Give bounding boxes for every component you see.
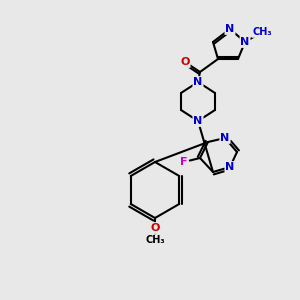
Text: N: N xyxy=(220,133,230,143)
Text: F: F xyxy=(180,157,188,167)
Text: N: N xyxy=(225,162,235,172)
Text: O: O xyxy=(150,223,160,233)
Text: CH₃: CH₃ xyxy=(145,235,165,245)
Text: N: N xyxy=(240,37,250,47)
Text: CH₃: CH₃ xyxy=(252,27,272,37)
Text: N: N xyxy=(194,116,202,126)
Text: N: N xyxy=(194,77,202,87)
Text: N: N xyxy=(225,24,235,34)
Text: O: O xyxy=(180,57,190,67)
